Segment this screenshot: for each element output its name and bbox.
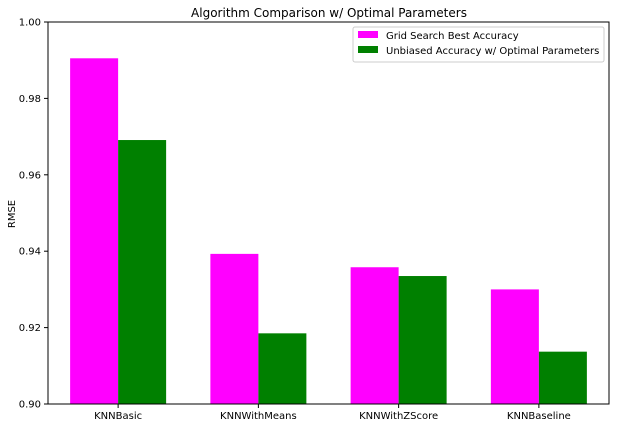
plot-frame [47,21,610,405]
y-axis-ticks: 0.90 0.92 0.94 0.96 0.98 1.00 [19,18,48,411]
legend-swatch [358,46,378,53]
y-tick-label: 0.98 [19,94,41,105]
bar-grid-search-knnwithzscore [350,267,399,404]
x-tick-label: KNNWithZScore [359,411,438,422]
bar-unbiased-knnwithzscore [398,276,447,404]
bar-unbiased-knnwithmeans [258,333,307,404]
bars-group [70,58,587,404]
legend-box [352,26,605,63]
y-tick-label: 0.94 [19,247,41,258]
legend-swatch [358,31,378,38]
chart-title: Algorithm Comparison w/ Optimal Paramete… [191,6,467,20]
y-tick-label: 0.90 [19,400,41,411]
legend-label: Grid Search Best Accuracy [386,31,519,42]
y-tick-label: 0.92 [19,323,41,334]
bar-grid-search-knnwithmeans [210,253,259,404]
legend: Grid Search Best Accuracy Unbiased Accura… [352,26,605,63]
y-tick-label: 0.96 [19,170,41,181]
x-tick-label: KNNBaseline [507,411,571,422]
x-tick-label: KNNBasic [94,411,142,422]
bar-grid-search-knnbasic [70,58,119,404]
x-tick-label: KNNWithMeans [220,411,297,422]
bar-unbiased-knnbaseline [538,351,587,404]
x-axis-ticks: KNNBasic KNNWithMeans KNNWithZScore KNNBase… [94,404,571,422]
bar-grid-search-knnbaseline [490,289,539,404]
bar-unbiased-knnbasic [118,140,167,404]
y-axis-label: RMSE [7,200,18,228]
y-tick-label: 1.00 [19,18,41,29]
legend-label: Unbiased Accuracy w/ Optimal Parameters [386,46,599,57]
